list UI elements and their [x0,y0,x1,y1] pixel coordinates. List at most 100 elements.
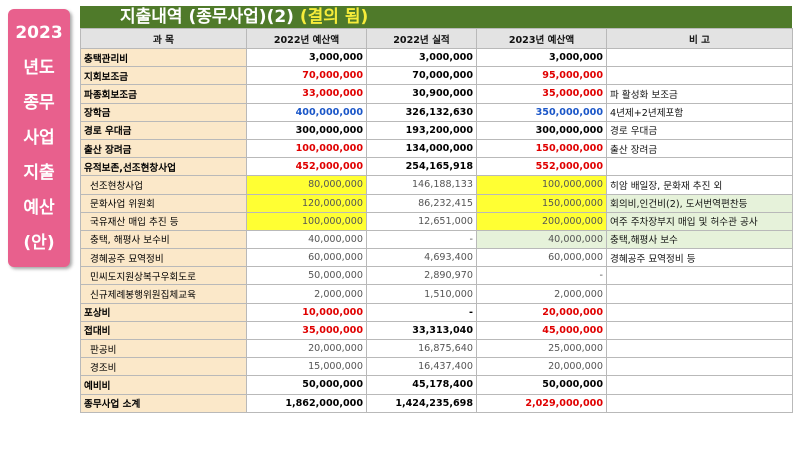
row-2022-actual: 16,875,640 [366,338,477,359]
row-2022-actual: - [366,229,477,250]
row-note: 경혜공주 묘역정비 등 [606,248,793,268]
row-2023-budget: 50,000,000 [476,375,607,395]
row-2022-budget: 60,000,000 [246,248,367,268]
row-2023-budget: 552,000,000 [476,157,607,177]
row-note: 경로 우대금 [606,120,793,140]
row-2022-actual: 33,313,040 [366,320,477,341]
table-row: 유적보존,선조현창사업 452,000,000 254,165,918 552,000… [80,157,793,177]
row-subject: 종무사업 소계 [80,393,247,413]
header-2023-budget: 2023년 예산액 [476,28,607,49]
table-header-row: 과 목 2022년 예산액 2022년 실적 2023년 예산액 비 고 [80,28,793,49]
header-notes: 비 고 [606,28,793,49]
row-2022-actual: 1,424,235,698 [366,393,477,413]
row-2022-actual: 146,188,133 [366,175,477,195]
row-2022-actual: 2,890,970 [366,266,477,286]
side-label-line: 년도 [23,57,55,78]
row-note [606,320,793,341]
table-row: 파종회보조금 33,000,000 30,900,000 35,000,000 파 활성… [80,84,793,104]
row-note [606,302,793,322]
table-row: 신규제례봉행위원집체교육 2,000,000 1,510,000 2,000,000 [80,284,793,304]
row-2023-budget: 3,000,000 [476,47,607,68]
row-subject: 장학금 [80,102,247,122]
row-subject: 판공비 [80,338,247,359]
row-subject: 예비비 [80,375,247,395]
side-label-line: 종무 [23,92,55,113]
row-subject: 충택관리비 [80,47,247,68]
row-2022-budget: 2,000,000 [246,284,367,304]
row-2023-budget: 60,000,000 [476,248,607,268]
row-2023-budget: 100,000,000 [476,175,607,195]
table-row: 경로 우대금 300,000,000 193,200,000 300,000,000 경… [80,120,793,140]
row-2023-budget: 45,000,000 [476,320,607,341]
side-label-line: (안) [23,233,55,254]
row-subject: 민씨도지원상복구우회도로 [80,266,247,286]
row-note: 회의비,인건비(2), 도서번역편찬등 [606,193,793,213]
year-label-box: 2023 년도 종무 사업 지출 예산 (안) [8,9,70,267]
row-subject: 충택, 해평사 보수비 [80,229,247,250]
row-2022-budget: 3,000,000 [246,47,367,68]
table-row: 예비비 50,000,000 45,178,400 50,000,000 [80,375,793,395]
row-2022-actual: 4,693,400 [366,248,477,268]
row-subject: 포상비 [80,302,247,322]
row-subject: 선조현창사업 [80,175,247,195]
row-2022-budget: 70,000,000 [246,66,367,86]
table-row: 선조현창사업 80,000,000 146,188,133 100,000,000 히암… [80,175,793,195]
table-row: 장학금 400,000,000 326,132,630 350,000,000 4년제+… [80,102,793,122]
row-subject: 경로 우대금 [80,120,247,140]
table-row: 충택관리비 3,000,000 3,000,000 3,000,000 [80,47,793,68]
row-2022-actual: 70,000,000 [366,66,477,86]
header-2022-actual: 2022년 실적 [366,28,477,49]
row-subject: 문화사업 위원회 [80,193,247,213]
row-2023-budget: 20,000,000 [476,357,607,377]
row-2022-budget: 100,000,000 [246,211,367,231]
title-main: 지출내역 (종무사업)(2) [120,7,294,27]
row-note [606,266,793,286]
table-row: 경조비 15,000,000 16,437,400 20,000,000 [80,357,793,377]
row-2023-budget: 25,000,000 [476,338,607,359]
budget-table: 과 목 2022년 예산액 2022년 실적 2023년 예산액 비 고 충택관… [80,28,793,413]
table-row: 포상비 10,000,000-20,000,000 [80,302,793,322]
row-2022-actual: 16,437,400 [366,357,477,377]
row-2022-budget: 100,000,000 [246,138,367,159]
row-subject: 국유재산 매입 추진 등 [80,211,247,231]
row-2022-budget: 15,000,000 [246,357,367,377]
row-note [606,338,793,359]
row-2022-actual: - [366,302,477,322]
row-2023-budget: 200,000,000 [476,211,607,231]
row-2022-budget: 400,000,000 [246,102,367,122]
side-label-line: 사업 [23,127,55,148]
row-2022-actual: 193,200,000 [366,120,477,140]
row-note [606,284,793,304]
row-subject: 유적보존,선조현창사업 [80,157,247,177]
row-2023-budget: 35,000,000 [476,84,607,104]
row-2022-budget: 50,000,000 [246,266,367,286]
row-2022-budget: 20,000,000 [246,338,367,359]
row-2022-budget: 300,000,000 [246,120,367,140]
row-2022-actual: 134,000,000 [366,138,477,159]
row-note [606,47,793,68]
row-2022-budget: 40,000,000 [246,229,367,250]
row-2023-budget: 150,000,000 [476,193,607,213]
header-subject: 과 목 [80,28,247,49]
row-2022-budget: 10,000,000 [246,302,367,322]
row-note [606,375,793,395]
row-note [606,157,793,177]
row-2022-budget: 1,862,000,000 [246,393,367,413]
row-subject: 신규제례봉행위원집체교육 [80,284,247,304]
row-2022-budget: 35,000,000 [246,320,367,341]
row-note: 4년제+2년제포함 [606,102,793,122]
row-2023-budget: 350,000,000 [476,102,607,122]
row-2022-actual: 12,651,000 [366,211,477,231]
row-2022-actual: 326,132,630 [366,102,477,122]
row-2022-actual: 30,900,000 [366,84,477,104]
row-2023-budget: 40,000,000 [476,229,607,250]
table-row: 출산 장려금 100,000,000 134,000,000 150,000,000 출… [80,138,793,159]
row-note [606,357,793,377]
row-note: 여주 주차장부지 매입 및 허수관 공사 [606,211,793,231]
table-row: 국유재산 매입 추진 등 100,000,000 12,651,000 200,000… [80,211,793,231]
table-row: 종무사업 소계 1,862,000,000 1,424,235,698 2,029,0… [80,393,793,413]
side-label-line: 예산 [23,198,55,219]
row-2022-actual: 254,165,918 [366,157,477,177]
row-2022-actual: 1,510,000 [366,284,477,304]
table-row: 충택, 해평사 보수비 40,000,000-40,000,000 충택,해평사 보… [80,229,793,250]
